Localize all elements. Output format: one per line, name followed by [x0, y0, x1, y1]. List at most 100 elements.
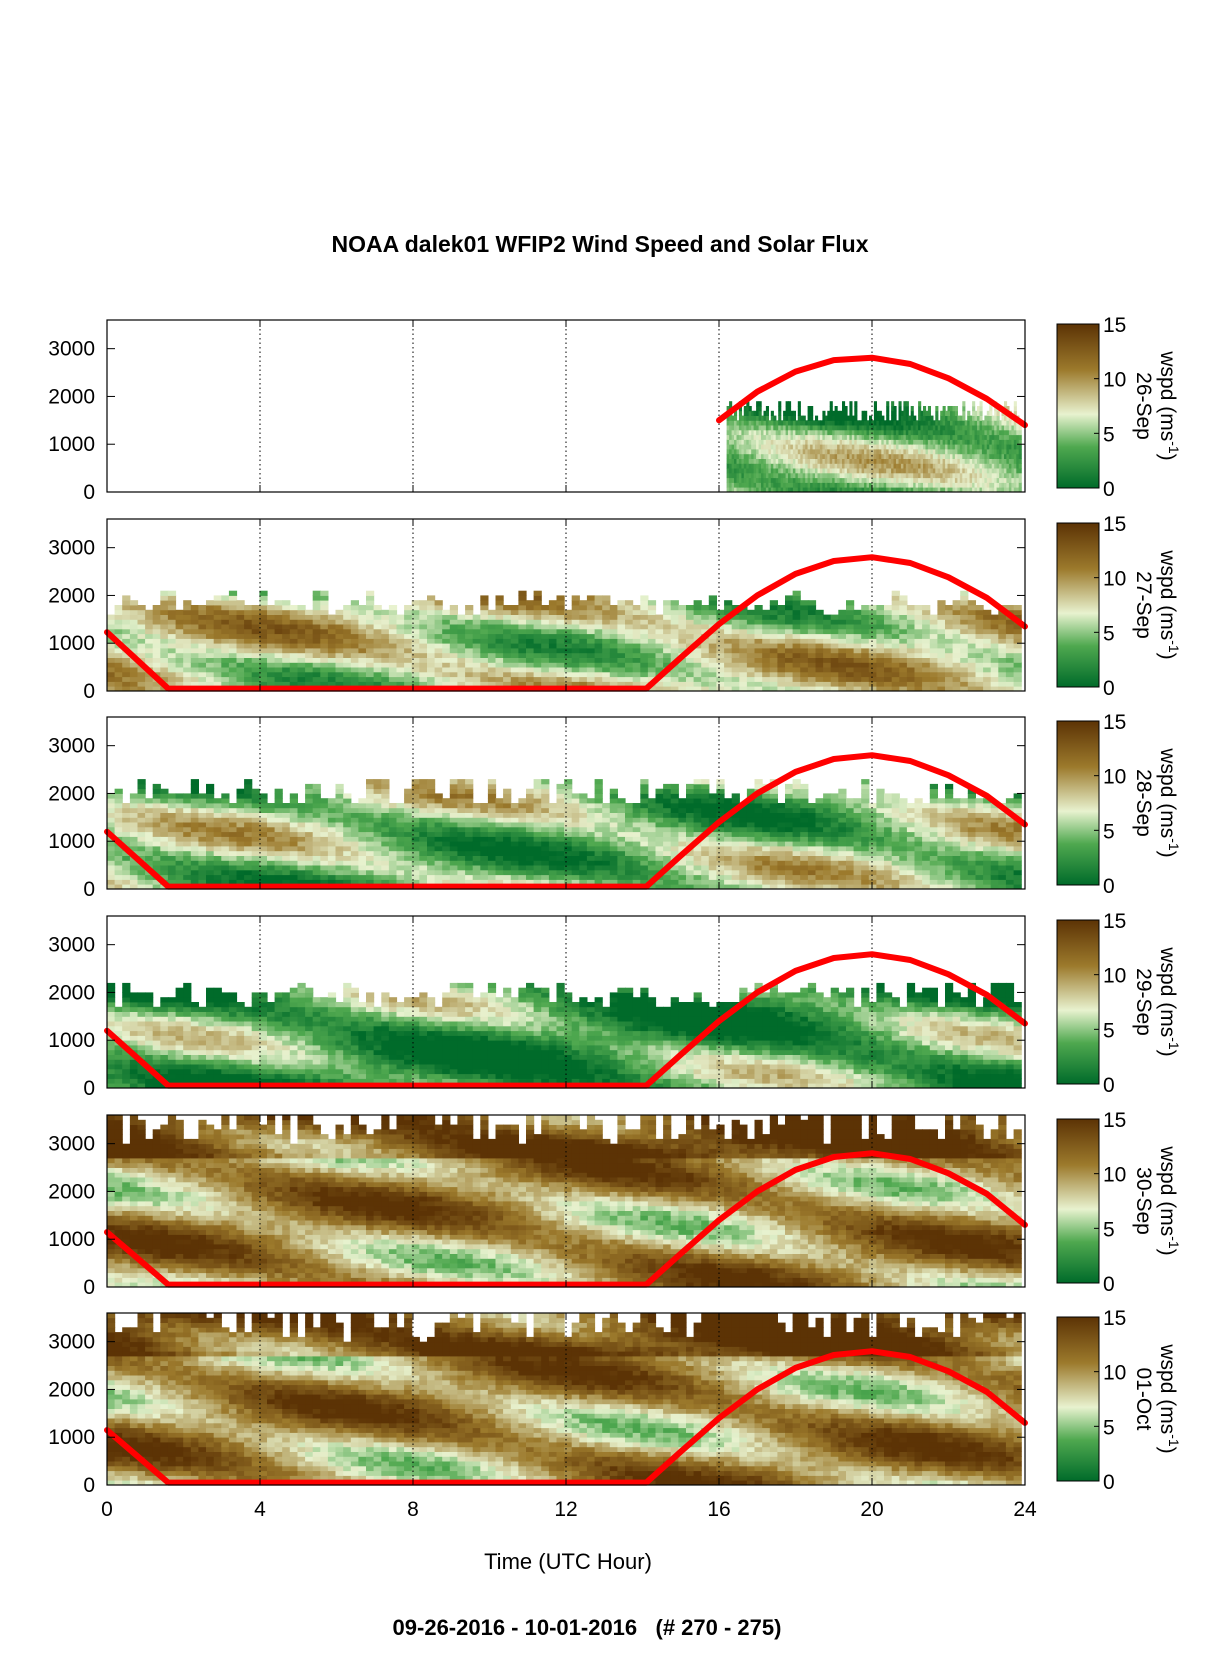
heatmap-cell [792, 633, 801, 639]
heatmap-cell [792, 648, 801, 654]
heatmap-cell [746, 652, 756, 658]
heatmap-cell [396, 628, 405, 635]
heatmap-cell [625, 605, 634, 611]
heatmap-cell [788, 487, 792, 493]
heatmap-cell [903, 401, 907, 407]
heatmap-cell [952, 600, 961, 606]
heatmap-cell [107, 657, 116, 663]
heatmap-cell [822, 487, 826, 493]
heatmap-cell [790, 429, 794, 436]
heatmap-cell [373, 619, 382, 625]
heatmap-cell [800, 633, 809, 639]
heatmap-cell [198, 803, 207, 809]
heatmap-cell [137, 605, 146, 611]
heatmap-cell [564, 633, 573, 639]
heatmap-cell [839, 410, 843, 416]
heatmap-cell [815, 449, 819, 455]
heatmap-cell [756, 458, 760, 464]
heatmap-cell [228, 633, 238, 639]
heatmap-cell [876, 472, 880, 479]
heatmap-cell [1005, 643, 1015, 649]
heatmap-cell [861, 662, 870, 668]
heatmap-cell [989, 420, 993, 426]
heatmap-cell [738, 415, 742, 421]
heatmap-cell [726, 434, 730, 440]
heatmap-cell [960, 628, 969, 635]
heatmap-cell [373, 648, 382, 654]
heatmap-cell [866, 429, 870, 436]
heatmap-cell [267, 822, 276, 828]
heatmap-cell [305, 869, 314, 876]
heatmap-cell [107, 860, 116, 866]
heatmap-cell [320, 803, 329, 809]
heatmap-cell [122, 879, 131, 885]
heatmap-cell [388, 643, 398, 649]
heatmap-cell [282, 600, 291, 606]
heatmap-cell [896, 463, 900, 469]
heatmap-cell [996, 444, 1000, 450]
heatmap-cell [829, 415, 833, 421]
heatmap-cell [846, 667, 855, 673]
heatmap-cell [990, 624, 999, 630]
heatmap-cell [969, 477, 973, 483]
heatmap-cell [871, 429, 875, 436]
heatmap-cell [152, 624, 161, 630]
heatmap-cell [967, 600, 976, 606]
heatmap-cell [935, 477, 939, 483]
heatmap-cell [797, 458, 801, 464]
heatmap-cell [773, 429, 777, 436]
heatmap-cell [198, 681, 207, 687]
heatmap-cell [427, 595, 436, 601]
heatmap-cell [829, 444, 833, 450]
heatmap-cell [996, 458, 1000, 464]
heatmap-cell [910, 463, 914, 469]
heatmap-cell [751, 463, 755, 469]
heatmap-cell [884, 633, 893, 639]
heatmap-cell [785, 406, 789, 412]
heatmap-cell [228, 667, 238, 673]
colorbar-tick-label: 0 [1103, 677, 1115, 700]
heatmap-cell [602, 619, 611, 625]
heatmap-cell [449, 676, 458, 682]
heatmap-cell [930, 472, 934, 479]
heatmap-cell [145, 850, 154, 856]
heatmap-cell [900, 487, 904, 493]
heatmap-cell [937, 449, 941, 455]
heatmap-cell [954, 415, 958, 421]
heatmap-cell [289, 846, 298, 852]
heatmap-cell [991, 487, 995, 493]
heatmap-cell [839, 482, 843, 488]
heatmap-cell [282, 826, 291, 833]
heatmap-cell [999, 472, 1003, 479]
heatmap-cell [891, 633, 900, 639]
heatmap-cell [129, 671, 139, 678]
heatmap-cell [708, 662, 717, 668]
heatmap-cell [778, 429, 782, 436]
heatmap-cell [381, 633, 390, 639]
heatmap-cell [960, 619, 969, 625]
heatmap-cell [731, 482, 735, 488]
heatmap-cell [366, 676, 375, 682]
heatmap-cell [819, 420, 823, 426]
heatmap-cell [999, 425, 1003, 431]
heatmap-cell [625, 662, 634, 668]
heatmap-cell [167, 798, 177, 804]
heatmap-cell [754, 643, 763, 649]
heatmap-cell [571, 628, 580, 635]
heatmap-cell [957, 420, 961, 426]
heatmap-cell [884, 619, 893, 625]
heatmap-cell [244, 831, 253, 837]
heatmap-cell [935, 410, 939, 416]
heatmap-cell [886, 463, 890, 469]
heatmap-cell [864, 434, 868, 440]
heatmap-cell [1016, 444, 1020, 450]
heatmap-cell [746, 643, 756, 649]
heatmap-cell [206, 676, 215, 682]
heatmap-cell [145, 798, 154, 804]
heatmap-cell [160, 671, 169, 678]
heatmap-cell [716, 667, 725, 673]
heatmap-cell [800, 463, 804, 469]
heatmap-cell [510, 671, 519, 678]
heatmap-cell [739, 652, 748, 658]
heatmap-cell [884, 643, 893, 649]
